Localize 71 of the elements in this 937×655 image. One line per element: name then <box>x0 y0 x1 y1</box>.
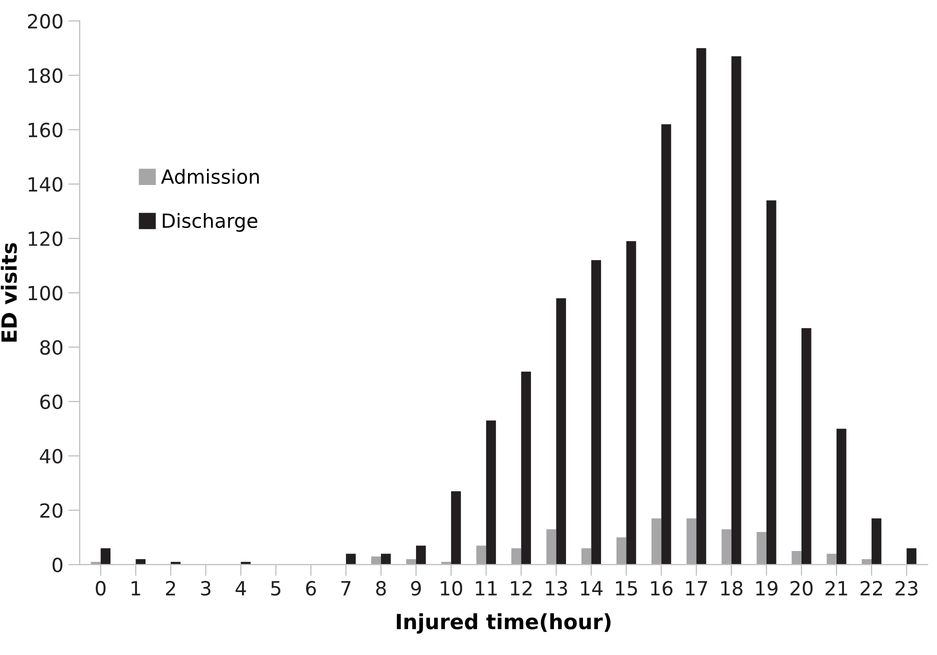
bar <box>581 548 592 565</box>
bar <box>591 260 602 565</box>
y-tick-label: 40 <box>40 448 62 464</box>
bar <box>416 546 426 565</box>
bar <box>766 200 776 565</box>
x-tick-label: 23 <box>896 580 918 596</box>
x-tick-label: 7 <box>341 581 350 596</box>
bar <box>486 420 496 565</box>
bar <box>511 548 522 565</box>
bar <box>136 559 146 565</box>
bar <box>380 554 391 565</box>
bar <box>346 554 356 565</box>
bar <box>626 241 636 565</box>
bar <box>686 518 696 565</box>
bar <box>731 56 742 565</box>
x-tick-label: 22 <box>860 580 882 596</box>
x-tick-label: 16 <box>651 580 672 596</box>
x-tick-label: 20 <box>790 580 813 596</box>
bar <box>546 529 556 565</box>
y-tick-label: 180 <box>28 68 62 83</box>
y-tick-label: 80 <box>40 340 62 355</box>
bar <box>371 556 381 565</box>
y-tick-label: 200 <box>28 14 62 29</box>
x-tick-label: 5 <box>271 581 280 596</box>
x-tick-label: 3 <box>201 580 210 596</box>
x-tick-label: 8 <box>376 580 386 596</box>
x-tick-label: 6 <box>306 580 316 596</box>
x-tick-label: 2 <box>166 580 175 596</box>
x-tick-label: 9 <box>411 580 421 596</box>
y-tick-label: 140 <box>28 177 62 192</box>
x-tick-label: 13 <box>546 580 568 596</box>
x-tick-label: 10 <box>440 580 462 596</box>
x-tick-label: 0 <box>96 580 106 596</box>
x-tick-label: 18 <box>721 580 742 596</box>
bar <box>836 428 846 565</box>
x-tick-label: 15 <box>616 581 637 596</box>
x-tick-label: 17 <box>686 581 708 596</box>
bar <box>616 537 626 565</box>
legend-label: Admission <box>161 168 259 184</box>
bar <box>521 372 531 565</box>
x-tick-label: 11 <box>476 581 497 596</box>
x-tick-label: 21 <box>826 580 848 596</box>
x-tick-label: 14 <box>581 581 603 596</box>
y-tick-label: 120 <box>28 231 62 246</box>
bar <box>661 124 672 565</box>
bar <box>906 548 916 565</box>
bar <box>406 559 416 565</box>
bar <box>801 328 812 565</box>
bar <box>722 529 732 565</box>
legend-label: Discharge <box>162 213 258 232</box>
y-axis-title: ED visits <box>0 243 17 342</box>
bar <box>696 48 706 565</box>
bar <box>826 554 837 565</box>
bar <box>652 518 662 565</box>
y-tick-label: 0 <box>52 558 62 572</box>
x-tick-label: 4 <box>236 581 246 596</box>
x-axis-title: Injured time(hour) <box>396 613 611 634</box>
y-tick-label: 160 <box>28 122 62 138</box>
bar <box>872 518 882 565</box>
bar <box>792 551 802 565</box>
x-tick-label: 12 <box>510 580 532 596</box>
bar <box>756 532 766 565</box>
y-tick-label: 100 <box>28 286 62 300</box>
bar <box>100 548 110 565</box>
bar <box>451 491 461 565</box>
x-tick-label: 1 <box>132 581 140 596</box>
y-tick-label: 20 <box>40 503 62 518</box>
bar <box>476 546 486 565</box>
y-tick-label: 60 <box>40 394 62 410</box>
x-tick-label: 19 <box>756 580 778 596</box>
bar <box>556 298 566 565</box>
